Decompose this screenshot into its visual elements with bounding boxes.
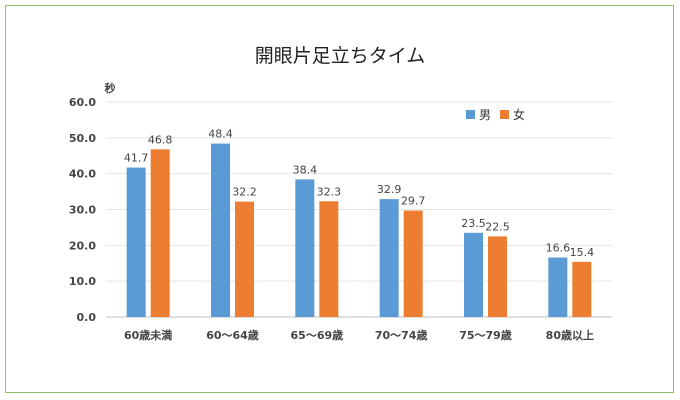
bar-value-label: 22.5 xyxy=(485,220,510,233)
legend-label: 女 xyxy=(513,107,525,122)
x-tick-label: 60歳未満 xyxy=(124,328,172,342)
x-tick-label: 70〜74歳 xyxy=(375,328,428,342)
bars xyxy=(126,143,592,317)
y-tick-label: 0.0 xyxy=(77,311,97,324)
y-tick-label: 30.0 xyxy=(69,204,96,217)
bar xyxy=(488,236,507,317)
bar xyxy=(379,199,399,317)
bar xyxy=(319,201,339,317)
y-tick-label: 20.0 xyxy=(69,239,96,252)
gridlines: 0.0 10.0 20.0 30.0 40.0 50.0 60.0 xyxy=(69,96,612,324)
bar-value-label: 16.6 xyxy=(546,242,571,255)
bar-value-label: 46.8 xyxy=(148,133,173,146)
bar xyxy=(403,210,423,317)
bar xyxy=(572,261,592,317)
x-tick-label: 75〜79歳 xyxy=(459,328,512,342)
bar xyxy=(548,257,568,317)
x-tick-label: 65〜69歳 xyxy=(291,328,344,342)
bar xyxy=(150,149,170,317)
y-tick-label: 40.0 xyxy=(69,168,96,181)
y-axis-unit-label: 秒 xyxy=(105,81,116,95)
legend-swatch xyxy=(466,110,475,119)
bar-value-label: 38.4 xyxy=(293,163,318,176)
y-tick-label: 50.0 xyxy=(69,132,96,145)
legend-label: 男 xyxy=(479,108,491,122)
chart-title: 開眼片足立ちタイム xyxy=(255,45,426,67)
bar-value-label: 32.3 xyxy=(317,185,342,198)
bar xyxy=(211,143,230,317)
bar-value-label: 32.2 xyxy=(232,186,257,199)
x-tick-label: 80歳以上 xyxy=(546,328,594,342)
bar-value-label: 41.7 xyxy=(124,152,149,165)
legend: 男女 xyxy=(466,107,525,122)
bar-chart: 開眼片足立ちタイム 秒 0.010.020.030.040.050.060.0 … xyxy=(69,45,612,342)
bar xyxy=(295,179,315,317)
bar xyxy=(235,201,254,317)
x-tick-label: 60〜64歳 xyxy=(206,328,259,342)
data-labels: 41.7 46.8 60歳未満 48.4 32.2 60〜64歳 38.4 32.3 65〜69… xyxy=(124,128,594,342)
bar xyxy=(126,167,146,317)
bar-value-label: 32.9 xyxy=(377,183,402,196)
y-tick-label: 60.0 xyxy=(69,96,96,109)
bar-value-label: 48.4 xyxy=(208,128,233,141)
bar-value-label: 29.7 xyxy=(401,195,426,208)
y-tick-label: 10.0 xyxy=(69,275,96,288)
bar xyxy=(464,232,483,317)
bar-value-label: 23.5 xyxy=(461,217,486,230)
bar-value-label: 15.4 xyxy=(570,246,595,259)
legend-swatch xyxy=(500,110,509,119)
chart-frame: 開眼片足立ちタイム 秒 0.0 10.0 20.0 30.0 40.0 50.0 60.0 … xyxy=(5,5,674,393)
